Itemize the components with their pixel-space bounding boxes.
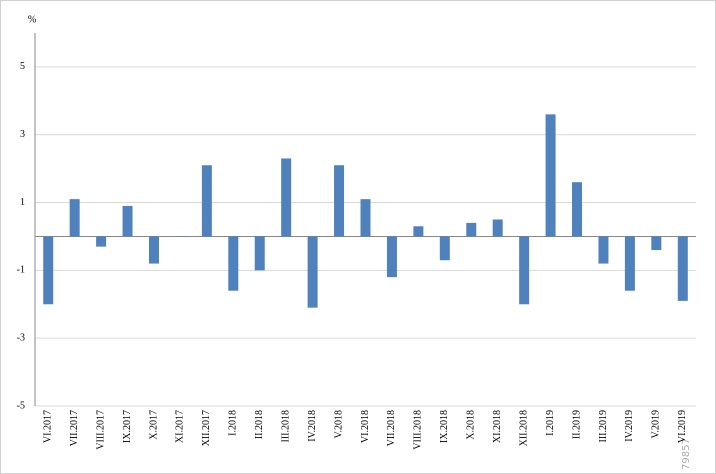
bar [492,219,503,237]
bar [69,199,80,237]
y-tick-label: 3 [20,129,25,140]
bar [281,158,292,237]
bar [175,236,186,237]
x-tick-label: XI.2017 [175,410,186,443]
bar [360,199,371,237]
y-tick-label: -3 [17,332,25,343]
x-tick-label: VII.2018 [386,410,397,446]
x-tick-label: V.2019 [651,410,662,438]
x-tick-label: XII.2018 [518,410,529,446]
y-tick-label: 5 [20,61,25,72]
x-tick-label: VIII.2017 [95,410,106,450]
x-tick-label: III.2018 [280,410,291,443]
bar [96,236,107,247]
bar [572,182,583,237]
bar [386,236,397,278]
bar [413,226,424,237]
x-tick-label: IX.2017 [122,410,133,443]
bar [228,236,239,291]
x-tick-label: IX.2018 [439,410,450,443]
x-tick-label: IV.2019 [624,410,635,442]
bar [519,236,530,305]
x-tick-label: VII.2017 [69,410,80,446]
x-tick-label: I.2018 [228,410,239,436]
x-tick-label: VI.2018 [360,410,371,443]
bar [466,222,477,237]
x-tick-label: II.2018 [254,410,265,439]
y-axis-label: % [28,14,36,25]
bar [201,165,212,237]
watermark: 79857 [681,438,692,470]
x-tick-label: VIII.2018 [413,410,424,450]
bar [439,236,450,261]
bar [334,165,345,237]
bar [545,114,556,237]
bar [307,236,318,308]
bar [677,236,688,301]
bar [598,236,609,264]
x-tick-label: VI.2019 [677,410,688,443]
y-tick-label: -1 [17,265,25,276]
x-tick-label: II.2019 [571,410,582,439]
x-tick-label: X.2018 [466,410,477,440]
x-tick-label: I.2019 [545,410,556,436]
x-tick-label: X.2017 [148,410,159,440]
y-tick-label: 1 [20,197,25,208]
bar [624,236,635,291]
bar [43,236,54,305]
x-tick-label: IV.2018 [307,410,318,442]
y-tick-label: -5 [17,400,25,411]
x-tick-label: XI.2018 [492,410,503,443]
x-tick-label: V.2018 [333,410,344,438]
x-tick-label: XII.2017 [201,410,212,446]
bar [254,236,265,271]
x-tick-label: III.2019 [598,410,609,443]
x-tick-label: VI.2017 [43,410,54,443]
bar [122,205,133,237]
bar [651,236,662,251]
bar [148,236,159,264]
